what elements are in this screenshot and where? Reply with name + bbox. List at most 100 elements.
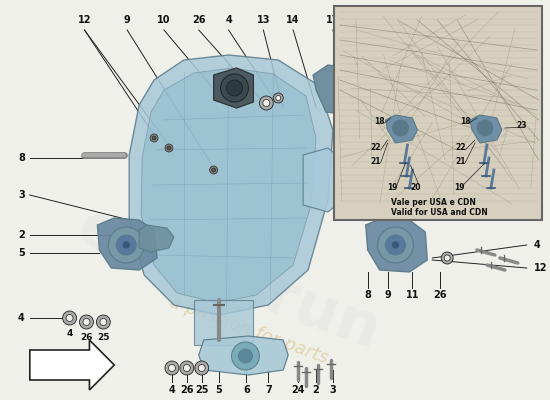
Text: 8: 8 xyxy=(18,153,25,163)
Circle shape xyxy=(167,146,171,150)
Circle shape xyxy=(66,314,73,322)
Circle shape xyxy=(180,361,194,375)
Text: Valid for USA and CDN: Valid for USA and CDN xyxy=(390,208,487,217)
Text: 4: 4 xyxy=(168,385,175,395)
Circle shape xyxy=(232,342,260,370)
Circle shape xyxy=(63,311,76,325)
Text: 4: 4 xyxy=(67,330,73,338)
Text: 21: 21 xyxy=(370,158,381,166)
Text: 22: 22 xyxy=(456,144,466,152)
Text: 17: 17 xyxy=(326,15,340,25)
Circle shape xyxy=(227,80,243,96)
Text: 19: 19 xyxy=(387,184,398,192)
Circle shape xyxy=(150,134,158,142)
Circle shape xyxy=(477,120,493,136)
Text: 23: 23 xyxy=(516,120,527,130)
Polygon shape xyxy=(470,115,502,143)
Circle shape xyxy=(165,144,173,152)
Text: 9: 9 xyxy=(124,15,130,25)
Text: 15: 15 xyxy=(386,15,399,25)
Text: 12: 12 xyxy=(78,15,91,25)
Circle shape xyxy=(394,41,402,49)
Text: 3: 3 xyxy=(18,190,25,200)
Text: 20: 20 xyxy=(410,184,421,192)
Circle shape xyxy=(195,361,208,375)
Polygon shape xyxy=(303,148,343,212)
Text: Vale per USA e CDN: Vale per USA e CDN xyxy=(390,198,475,207)
Circle shape xyxy=(122,241,130,249)
Polygon shape xyxy=(141,68,316,303)
Circle shape xyxy=(80,315,94,329)
Circle shape xyxy=(100,318,107,326)
Polygon shape xyxy=(213,68,254,108)
Text: 9: 9 xyxy=(384,290,391,300)
Circle shape xyxy=(165,361,179,375)
Polygon shape xyxy=(366,218,427,272)
Circle shape xyxy=(273,93,283,103)
Circle shape xyxy=(83,318,90,326)
Circle shape xyxy=(393,120,409,136)
Text: 13: 13 xyxy=(257,15,270,25)
Circle shape xyxy=(386,235,405,255)
Circle shape xyxy=(392,241,399,249)
Text: 5: 5 xyxy=(215,385,222,395)
Circle shape xyxy=(183,364,190,372)
Text: 14: 14 xyxy=(287,15,300,25)
Polygon shape xyxy=(97,218,157,270)
Circle shape xyxy=(210,166,218,174)
Text: 6: 6 xyxy=(243,385,250,395)
Circle shape xyxy=(276,96,280,100)
Text: 18: 18 xyxy=(460,118,470,126)
FancyBboxPatch shape xyxy=(334,6,542,220)
Polygon shape xyxy=(313,65,366,115)
Polygon shape xyxy=(199,336,288,375)
Circle shape xyxy=(108,227,144,263)
Polygon shape xyxy=(129,55,333,315)
Polygon shape xyxy=(139,225,174,252)
Text: 25: 25 xyxy=(97,334,109,342)
Circle shape xyxy=(212,168,216,172)
Text: 18: 18 xyxy=(375,118,385,126)
Circle shape xyxy=(168,364,175,372)
Text: 25: 25 xyxy=(195,385,208,395)
Circle shape xyxy=(444,255,450,261)
Circle shape xyxy=(152,136,156,140)
Text: 24: 24 xyxy=(292,385,305,395)
Circle shape xyxy=(239,349,252,363)
Text: 2: 2 xyxy=(312,385,320,395)
Text: 27: 27 xyxy=(358,160,371,170)
Text: 7: 7 xyxy=(265,385,272,395)
Polygon shape xyxy=(194,300,254,345)
Text: 2: 2 xyxy=(18,230,25,240)
Circle shape xyxy=(399,51,406,59)
Text: 19: 19 xyxy=(454,184,464,192)
Text: 12: 12 xyxy=(534,263,547,273)
Circle shape xyxy=(260,96,273,110)
Circle shape xyxy=(441,252,453,264)
Text: 5: 5 xyxy=(18,248,25,258)
Circle shape xyxy=(221,74,249,102)
Circle shape xyxy=(378,227,414,263)
Text: 4: 4 xyxy=(534,240,541,250)
Text: 16: 16 xyxy=(356,15,370,25)
Text: 1: 1 xyxy=(361,143,367,153)
Text: 26: 26 xyxy=(433,290,447,300)
Polygon shape xyxy=(30,340,114,390)
Text: 26: 26 xyxy=(80,334,93,342)
Text: 26: 26 xyxy=(192,15,206,25)
Circle shape xyxy=(198,364,205,372)
Text: 4: 4 xyxy=(225,15,232,25)
Text: 8: 8 xyxy=(364,290,371,300)
Text: a passion for parts: a passion for parts xyxy=(167,293,331,367)
Text: 4: 4 xyxy=(18,313,25,323)
Circle shape xyxy=(263,100,270,106)
Text: 10: 10 xyxy=(157,15,170,25)
Text: 11: 11 xyxy=(406,290,419,300)
Text: 26: 26 xyxy=(180,385,194,395)
Polygon shape xyxy=(386,115,417,143)
Text: 22: 22 xyxy=(370,144,381,152)
Text: 21: 21 xyxy=(456,158,466,166)
Circle shape xyxy=(96,315,111,329)
Text: 3: 3 xyxy=(329,385,336,395)
Text: eurobrun: eurobrun xyxy=(69,198,388,362)
